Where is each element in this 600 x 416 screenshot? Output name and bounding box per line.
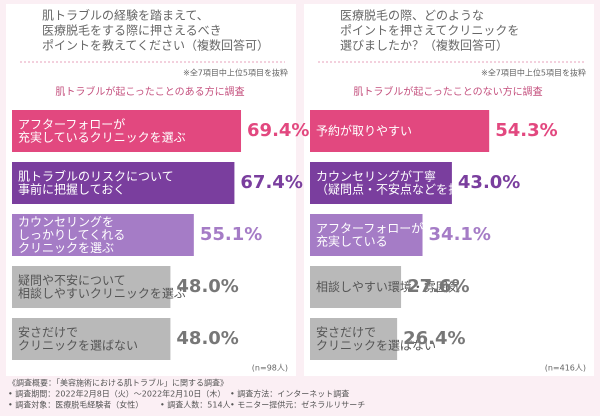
bar-label-line: しっかりしてくれる	[18, 228, 125, 242]
note: ※全7項目中上位5項目を抜粋	[481, 68, 586, 78]
bar-label-line: 相談しやすい環境・雰囲気	[316, 279, 460, 294]
bar-label-line: 充実している	[316, 233, 388, 248]
bar-label: 安さだけでクリニックを選ばない	[18, 324, 138, 352]
value-label: 54.3%	[495, 120, 557, 141]
bar	[310, 214, 423, 256]
bar-label: 肌トラブルのリスクについて事前に把握しておく	[18, 168, 174, 196]
value-label: 67.4%	[240, 172, 302, 193]
bar-label-line: 疑問や不安について	[18, 272, 126, 287]
footer-heading: 《調査概要：「美容施術における肌トラブル」に関する調査》	[8, 378, 228, 388]
bar-label: 疑問や不安について相談しやすいクリニックを選ぶ	[18, 272, 186, 300]
sample-size: (n=416人)	[545, 364, 586, 373]
bar-label: カウンセリングが丁寧（疑問点・不安点などを払拭できる）	[316, 168, 520, 196]
chart-subtitle: 肌トラブルが起こったことのある方に調査	[55, 85, 244, 98]
bar	[310, 110, 490, 152]
footer-item: • モニター提供元：ゼネラルリサーチ	[230, 400, 365, 410]
bar-label-line: 事前に把握しておく	[18, 181, 125, 196]
value-label: 27.6%	[407, 276, 469, 297]
bar	[310, 266, 402, 308]
chart-title: ポイントを押さえてクリニックを	[340, 24, 519, 38]
bar-label-line: 安さだけで	[18, 324, 78, 339]
footer-item: • 調査対象：医療脱毛経験者（女性）	[8, 400, 143, 410]
value-label: 48.0%	[176, 276, 238, 297]
bar	[12, 162, 235, 204]
value-label: 55.1%	[200, 224, 262, 245]
bar	[12, 214, 194, 256]
value-label: 48.0%	[176, 328, 238, 349]
bar-label-line: カウンセリングを	[18, 215, 114, 229]
bar-label: 安さだけでクリニックを選ばない	[316, 324, 436, 352]
bar-label-line: 肌トラブルのリスクについて	[18, 168, 174, 183]
value-label: 43.0%	[458, 172, 520, 193]
value-label: 26.4%	[403, 328, 465, 349]
bar	[12, 266, 171, 308]
bar-label: カウンセリングをしっかりしてくれるクリニックを選ぶ	[18, 215, 125, 255]
bar-label-line: （疑問点・不安点などを払拭できる）	[316, 181, 520, 196]
bar-label-line: 相談しやすいクリニックを選ぶ	[18, 285, 186, 300]
bar-label-line: カウンセリングが丁寧	[316, 168, 436, 183]
bar-label: 予約が取りやすい	[316, 123, 412, 138]
bar-label-line: アフターフォローが	[316, 220, 423, 235]
footer-item: • 調査方法：インターネット調査	[230, 389, 349, 399]
bar-label-line: 安さだけで	[316, 324, 376, 339]
footer-item: • 調査期間：2022年2月8日（火）～2022年2月10日（木）	[8, 389, 225, 399]
chart-title: ポイントを教えてください（複数回答可）	[42, 38, 269, 53]
bar-label: アフターフォローが充実している	[316, 220, 423, 248]
chart-title: 医療脱毛をする際に押さえるべき	[42, 23, 222, 38]
bar-label: 相談しやすい環境・雰囲気	[316, 279, 460, 294]
value-label: 69.4%	[247, 120, 309, 141]
chart-title: 選びましたか？（複数回答可）	[340, 38, 508, 53]
bar	[310, 318, 398, 360]
sample-size: (n=98人)	[252, 364, 288, 373]
bar-label-line: アフターフォローが	[18, 116, 125, 131]
bar-label-line: クリニックを選ばない	[18, 338, 138, 352]
chart-title: 医療脱毛の際、どのような	[340, 8, 484, 23]
value-label: 34.1%	[429, 224, 491, 245]
note: ※全7項目中上位5項目を抜粋	[183, 68, 288, 78]
bar-label-line: 充実しているクリニックを選ぶ	[18, 129, 186, 144]
bar-label: アフターフォローが充実しているクリニックを選ぶ	[18, 116, 186, 144]
bar	[12, 318, 171, 360]
bar	[310, 162, 452, 204]
bar-label-line: クリニックを選ぶ	[18, 241, 114, 255]
chart-subtitle: 肌トラブルが起こったことのない方に調査	[353, 85, 542, 98]
bar	[12, 110, 242, 152]
footer-item: • 調査人数：514人	[160, 400, 231, 410]
chart-title: 肌トラブルの経験を踏まえて、	[42, 8, 209, 23]
bar-label-line: クリニックを選ばない	[316, 338, 436, 352]
bar-label-line: 予約が取りやすい	[316, 123, 412, 138]
